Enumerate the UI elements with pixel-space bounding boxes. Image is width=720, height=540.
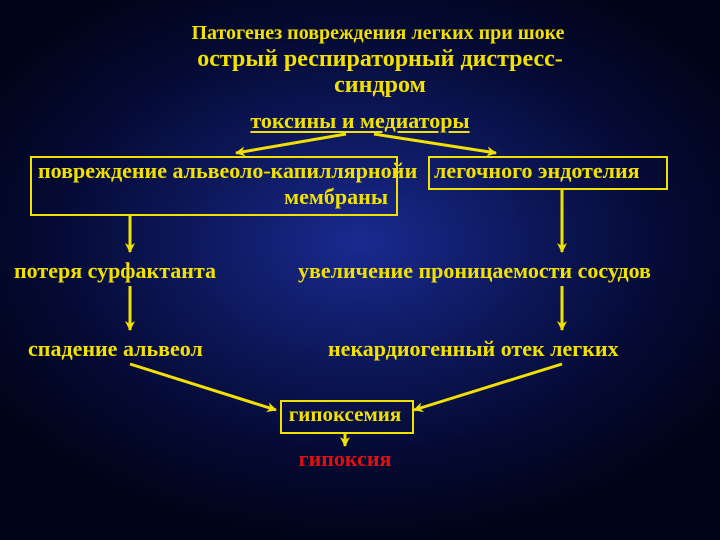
arrow-toxins-right: [374, 134, 496, 153]
node-surfactant-loss: потеря сурфактанта: [14, 258, 274, 284]
box-left-line1: повреждение альвеоло-капиллярной: [38, 158, 388, 184]
node-hypoxemia: гипоксемия: [280, 402, 410, 427]
node-vascular-permeability: увеличение проницаемости сосудов: [298, 258, 708, 284]
arrow-toxins-left: [236, 134, 346, 153]
box-left-line2: мембраны: [38, 184, 388, 210]
arrow-edema-hypoxemia: [414, 364, 562, 410]
node-alveolar-collapse: спадение альвеол: [28, 336, 268, 362]
node-hypoxia: гипоксия: [280, 446, 410, 472]
title-line-2b: синдром: [180, 72, 580, 99]
box-right-text: легочного эндотелия: [434, 158, 658, 184]
arrow-alv-hypoxemia: [130, 364, 276, 410]
connector-and: и: [398, 158, 424, 184]
diagram-stage: Патогенез повреждения легких при шоке ос…: [0, 0, 720, 540]
title-line-2a: острый респираторный дистресс-: [180, 46, 580, 73]
node-noncardiogenic-edema: некардиогенный отек легких: [328, 336, 688, 362]
node-toxins: токсины и медиаторы: [230, 108, 490, 134]
title-line-1: Патогенез повреждения легких при шоке: [188, 22, 568, 45]
